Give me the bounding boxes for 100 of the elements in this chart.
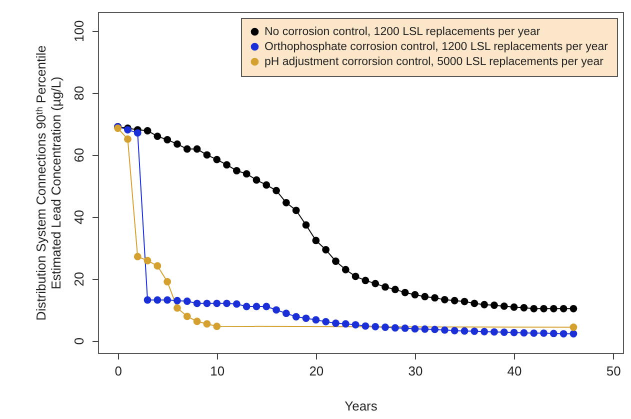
point [322,246,330,254]
point [440,326,448,334]
point [460,298,468,306]
point [520,329,528,337]
point [203,300,211,308]
point [144,127,152,134]
point [252,302,260,310]
x-tick-label: 30 [408,364,423,378]
point [342,320,350,328]
point [570,330,578,338]
point [164,296,172,304]
point [372,322,380,330]
point [540,329,548,337]
point [232,167,240,174]
x-tick-label: 10 [210,364,225,378]
point [183,298,191,305]
legend-label: pH adjustment corrorsion control, 5000 LSL replacements per year [264,56,604,68]
point [312,236,320,244]
legend-label: No corrosion control, 1200 LSL replacements per year [264,26,540,38]
point [193,318,201,326]
point [223,161,230,169]
legend-label: Orthophosphate corrosion control, 1200 LSL replacements per year [264,40,608,53]
point [372,280,380,288]
point [352,272,360,280]
point [213,322,221,330]
point [124,135,132,143]
point [510,328,518,336]
point [174,296,181,304]
point [550,304,558,312]
point [213,300,221,308]
y-tick-label: 40 [72,210,86,224]
point [362,322,370,330]
point [391,324,399,332]
point [164,278,172,286]
y-tick-label: 0 [72,337,86,345]
point [490,302,498,309]
point [510,303,518,311]
point [421,292,429,300]
point [262,181,270,189]
point [302,314,310,322]
point [312,316,320,324]
point [440,296,448,304]
y-tick-label: 60 [72,148,86,162]
y-tick-label: 100 [72,20,86,42]
point [302,221,310,229]
point [362,276,370,284]
point [183,145,191,153]
point [401,324,409,332]
point [174,140,181,148]
point [500,302,508,310]
x-tick-label: 40 [507,364,522,378]
point [560,330,568,338]
point [382,324,389,331]
point [550,330,558,338]
point [520,304,528,312]
point [570,304,578,312]
point [421,325,429,333]
point [540,304,548,312]
point [272,306,280,314]
point [242,302,250,310]
y-tick-label: 80 [72,86,86,100]
point [203,151,211,159]
point [431,326,438,334]
x-tick-label: 20 [309,364,324,378]
point [322,318,330,326]
point [292,313,300,320]
point [382,283,389,291]
point [431,294,438,302]
point [292,206,300,214]
point [470,328,478,335]
point [242,170,250,178]
x-axis-title: Years [344,398,378,414]
point [154,262,162,270]
point [401,288,409,296]
x-tick-label: 50 [606,364,621,378]
y-tick-label: 20 [72,272,86,286]
x-tick-label: 0 [114,364,122,378]
point [480,328,488,336]
point [164,136,172,144]
point [352,321,360,328]
point [272,186,280,194]
point [530,329,538,337]
point [134,252,142,260]
point [262,302,270,310]
point [282,310,290,318]
point [203,320,211,328]
point [411,291,419,298]
point [134,129,142,137]
point [530,304,538,312]
point [252,176,260,184]
point [450,296,458,304]
point [154,132,162,140]
point [154,296,162,304]
point [223,300,230,308]
point [500,328,508,336]
point [144,256,152,264]
point [560,304,568,312]
point [470,300,478,308]
point [144,296,152,304]
point [174,304,181,312]
